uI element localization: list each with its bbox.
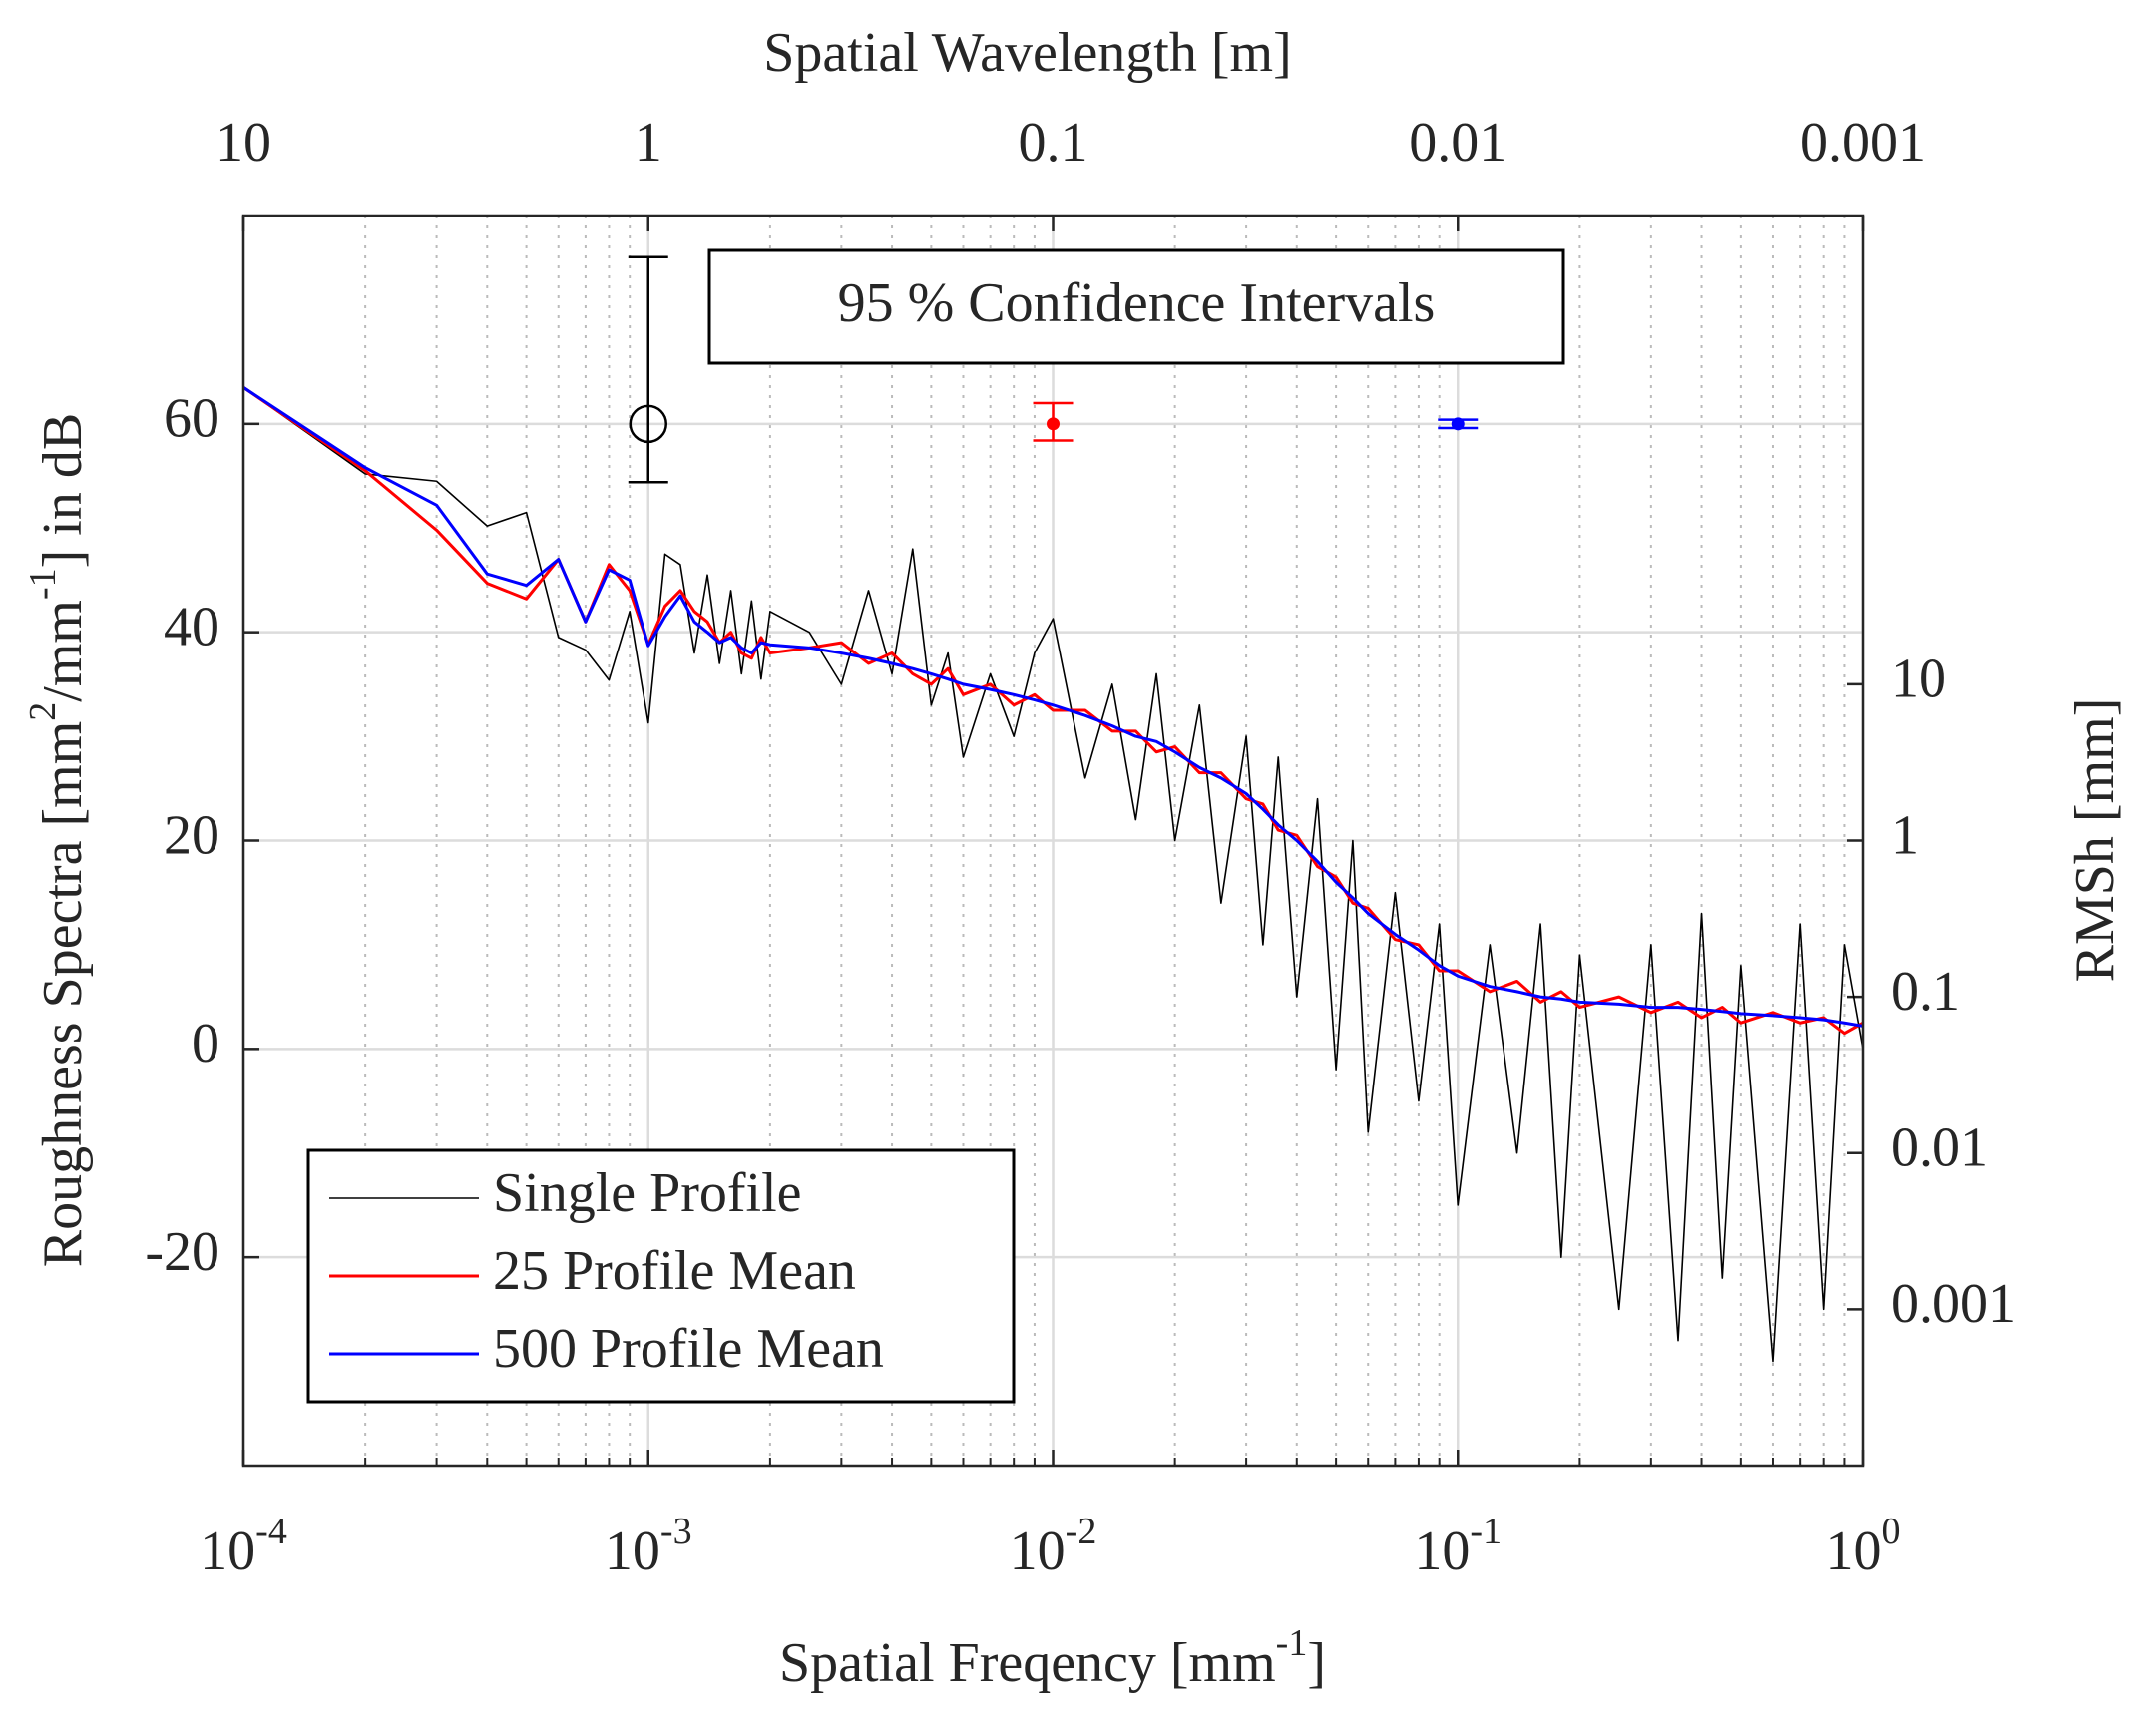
x2-tick-label: 1 (635, 112, 662, 174)
x-axis-label-sup: -1 (1276, 1622, 1308, 1664)
series-line (243, 386, 1863, 1028)
legend-label: 500 Profile Mean (493, 1318, 884, 1380)
x-tick-exponent: -1 (1470, 1511, 1502, 1552)
x2-tick-label: 0.001 (1800, 112, 1926, 174)
x-tick-base: 10 (605, 1520, 660, 1582)
error-marker (1451, 417, 1465, 431)
x-tick-exponent: -4 (255, 1511, 287, 1552)
y-tick-label: -20 (145, 1221, 219, 1283)
legend-label: 25 Profile Mean (493, 1240, 856, 1302)
x2-tick-label: 0.1 (1019, 112, 1088, 174)
x-tick-exponent: 0 (1882, 1511, 1901, 1552)
x-tick-base: 10 (200, 1520, 255, 1582)
y2-tick-label: 0.01 (1891, 1117, 1988, 1179)
error-marker (1047, 417, 1060, 431)
y-tick-label: 60 (164, 388, 219, 450)
y-axis-label-part: ] in dB (32, 413, 94, 569)
x-tick-label: 10-2 (1010, 1511, 1097, 1582)
error-marker (629, 404, 667, 444)
y2-axis-label: RMSh [mm] (2064, 698, 2126, 983)
y-tick-label: 40 (164, 597, 219, 658)
y-axis-label: Roughness Spectra [mm2/mm-1] in dB (22, 413, 94, 1267)
y-axis-label-part: /mm (32, 600, 94, 702)
plot-frame (241, 214, 1865, 1468)
x-axis-label-part: ] (1307, 1632, 1326, 1694)
y2-tick-label: 1 (1891, 804, 1919, 866)
y-axis-label-part: Roughness Spectra [mm (32, 721, 94, 1267)
x-tick-label: 10-4 (200, 1511, 287, 1582)
x-tick-label: 10-1 (1414, 1511, 1502, 1582)
x-axis-label-part: Spatial Freqency [mm (779, 1632, 1276, 1694)
y2-tick-label: 10 (1891, 649, 1946, 710)
x-tick-label: 100 (1826, 1511, 1901, 1582)
y-axis-label-sup: 2 (22, 702, 64, 721)
y2-tick-label: 0.1 (1891, 961, 1960, 1023)
series-line (243, 386, 1863, 1036)
x-tick-base: 10 (1826, 1520, 1882, 1582)
x2-tick-label: 0.01 (1409, 112, 1506, 174)
x2-tick-label: 10 (215, 112, 271, 174)
y2-tick-label: 0.001 (1891, 1273, 2016, 1335)
annotation: 95 % Confidence Intervals (838, 272, 1436, 334)
x2-axis-label: Spatial Wavelength [m] (763, 22, 1291, 84)
x-axis-label: Spatial Freqency [mm-1] (779, 1622, 1326, 1694)
x-tick-exponent: -3 (660, 1511, 692, 1552)
x-tick-base: 10 (1414, 1520, 1470, 1582)
annotation-box (707, 248, 1565, 365)
legend-label: Single Profile (493, 1162, 802, 1224)
x-tick-label: 10-3 (605, 1511, 692, 1582)
y-tick-label: 20 (164, 804, 219, 866)
x-tick-exponent: -2 (1066, 1511, 1097, 1552)
x-tick-base: 10 (1010, 1520, 1066, 1582)
y-axis-label-sup: -1 (22, 568, 64, 600)
y-tick-label: 0 (192, 1013, 219, 1075)
series-line (243, 386, 1863, 1363)
